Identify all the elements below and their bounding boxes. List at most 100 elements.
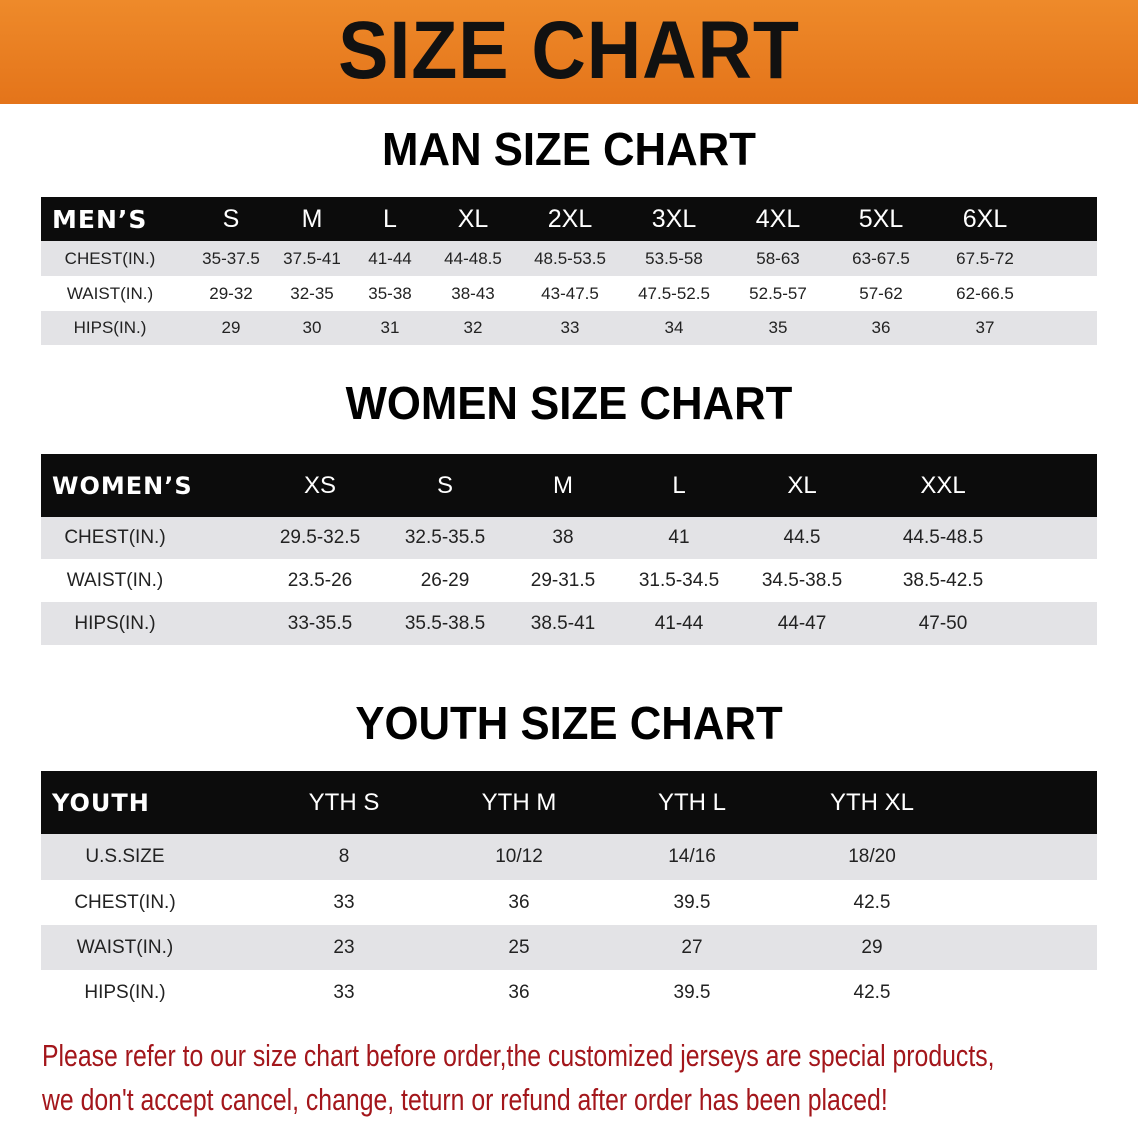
size-header-cell: M xyxy=(301,204,323,233)
table-cell: 44-47 xyxy=(777,612,827,634)
table-cell: 26-29 xyxy=(420,569,470,591)
table-header-row: WOMEN’S XS S M L XL XXL xyxy=(41,454,1097,517)
table-row: CHEST(IN.) 33 36 39.5 42.5 xyxy=(41,880,1097,925)
table-cell: 14/16 xyxy=(668,846,716,867)
size-header-cell: XL xyxy=(457,204,489,233)
table-row: U.S.SIZE 8 10/12 14/16 18/20 xyxy=(41,834,1097,880)
women-section-title: WOMEN SIZE CHART xyxy=(345,377,793,429)
table-cell: 31.5-34.5 xyxy=(638,569,720,591)
size-header-cell: 6XL xyxy=(962,204,1008,233)
table-cell: 10/12 xyxy=(495,846,543,867)
table-cell: 35-38 xyxy=(368,283,412,303)
table-cell: 29 xyxy=(221,318,241,337)
table-cell: 36 xyxy=(508,982,530,1003)
size-header-cell: 4XL xyxy=(755,204,801,233)
row-label: WAIST(IN.) xyxy=(66,569,164,591)
table-header-row: YOUTH YTH S YTH M YTH L YTH XL xyxy=(41,771,1097,834)
table-cell: 36 xyxy=(871,318,891,337)
women-size-table: WOMEN’S XS S M L XL XXL CHEST(IN.) 29.5-32.5 32.5… xyxy=(41,454,1097,645)
table-cell: 18/20 xyxy=(848,846,896,867)
table-header-row: MEN’S S M L XL 2XL 3XL 4XL 5XL 6XL xyxy=(41,197,1097,241)
table-cell: 41-44 xyxy=(368,248,412,268)
table-cell: 47-50 xyxy=(918,612,968,634)
size-header-cell: L xyxy=(383,204,397,233)
table-cell: 34 xyxy=(664,318,684,337)
table-row: HIPS(IN.) 33 36 39.5 42.5 xyxy=(41,970,1097,1016)
table-cell: 38 xyxy=(552,527,574,548)
table-cell: 37.5-41 xyxy=(283,248,341,268)
size-header-cell: S xyxy=(222,204,240,233)
row-label: WAIST(IN.) xyxy=(66,283,154,303)
table-cell: 38-43 xyxy=(451,283,495,303)
table-cell: 43-47.5 xyxy=(541,283,599,303)
table-cell: 48.5-53.5 xyxy=(534,248,606,268)
table-row: WAIST(IN.) 29-32 32-35 35-38 38-43 43-47.5 47.… xyxy=(41,276,1097,311)
size-header-cell: 3XL xyxy=(651,204,697,233)
row-label: CHEST(IN.) xyxy=(64,527,166,548)
table-cell: 32.5-35.5 xyxy=(404,527,486,548)
table-cell: 23.5-26 xyxy=(287,569,353,591)
table-cell: 8 xyxy=(338,846,350,867)
youth-section-title: YOUTH SIZE CHART xyxy=(355,697,783,749)
table-cell: 29.5-32.5 xyxy=(279,527,361,548)
table-row: WAIST(IN.) 23 25 27 29 xyxy=(41,925,1097,970)
men-section-title: MAN SIZE CHART xyxy=(382,123,756,175)
table-cell: 52.5-57 xyxy=(749,283,807,303)
size-header-cell: YTH S xyxy=(308,788,380,816)
size-header-cell: XL xyxy=(787,471,817,499)
table-cell: 33 xyxy=(333,891,355,913)
table-cell: 29 xyxy=(861,936,883,958)
size-header-cell: M xyxy=(553,471,573,499)
table-row: CHEST(IN.) 35-37.5 37.5-41 41-44 44-48.5 48.5… xyxy=(41,241,1097,276)
table-cell: 39.5 xyxy=(673,982,711,1003)
table-row: HIPS(IN.) 29 30 31 32 33 34 35 36 37 xyxy=(41,311,1097,345)
table-cell: 58-63 xyxy=(756,248,800,268)
header-label: WOMEN’S xyxy=(52,471,193,500)
table-cell: 31 xyxy=(380,318,400,337)
table-cell: 25 xyxy=(508,936,530,958)
table-cell: 57-62 xyxy=(859,283,903,303)
policy-note-line-1: Please refer to our size chart before or… xyxy=(42,1038,995,1073)
table-cell: 29-32 xyxy=(209,283,253,303)
table-cell: 29-31.5 xyxy=(530,569,596,591)
table-cell: 34.5-38.5 xyxy=(761,569,843,591)
table-cell: 41 xyxy=(668,527,690,548)
table-cell: 42.5 xyxy=(853,982,891,1003)
table-cell: 44-48.5 xyxy=(444,248,502,268)
table-cell: 23 xyxy=(333,936,355,958)
men-size-table: MEN’S S M L XL 2XL 3XL 4XL 5XL 6XL CHEST(IN.) 35-37… xyxy=(41,197,1097,345)
size-header-cell: L xyxy=(672,471,686,499)
table-cell: 32-35 xyxy=(290,283,334,303)
size-header-cell: YTH M xyxy=(481,788,557,816)
size-header-cell: YTH L xyxy=(657,788,727,816)
size-header-cell: 5XL xyxy=(858,204,904,233)
table-cell: 33 xyxy=(560,318,580,337)
row-label: U.S.SIZE xyxy=(85,846,165,867)
table-cell: 27 xyxy=(681,936,703,958)
banner: SIZE CHART xyxy=(0,0,1138,104)
table-cell: 37 xyxy=(975,318,995,337)
table-cell: 41-44 xyxy=(654,612,704,634)
table-cell: 53.5-58 xyxy=(645,248,703,268)
size-header-cell: 2XL xyxy=(547,204,593,233)
policy-note-line-2: we don't accept cancel, change, teturn o… xyxy=(42,1082,888,1117)
table-cell: 36 xyxy=(508,891,530,913)
table-cell: 32 xyxy=(463,318,483,337)
size-header-cell: XXL xyxy=(920,471,966,499)
table-cell: 33 xyxy=(333,982,355,1003)
size-header-cell: S xyxy=(436,471,454,499)
table-row: HIPS(IN.) 33-35.5 35.5-38.5 38.5-41 41-44 44-… xyxy=(41,602,1097,645)
header-label: MEN’S xyxy=(52,204,148,234)
table-cell: 62-66.5 xyxy=(956,283,1014,303)
row-label: CHEST(IN.) xyxy=(74,891,176,913)
table-cell: 35-37.5 xyxy=(202,248,260,268)
size-header-cell: YTH XL xyxy=(829,788,915,816)
table-cell: 30 xyxy=(302,318,322,337)
row-label: CHEST(IN.) xyxy=(64,248,156,268)
table-cell: 38.5-41 xyxy=(530,612,596,634)
table-cell: 63-67.5 xyxy=(852,248,910,268)
table-cell: 33-35.5 xyxy=(287,612,353,634)
row-label: WAIST(IN.) xyxy=(76,936,174,958)
table-cell: 44.5-48.5 xyxy=(902,527,984,548)
table-cell: 39.5 xyxy=(673,891,711,913)
